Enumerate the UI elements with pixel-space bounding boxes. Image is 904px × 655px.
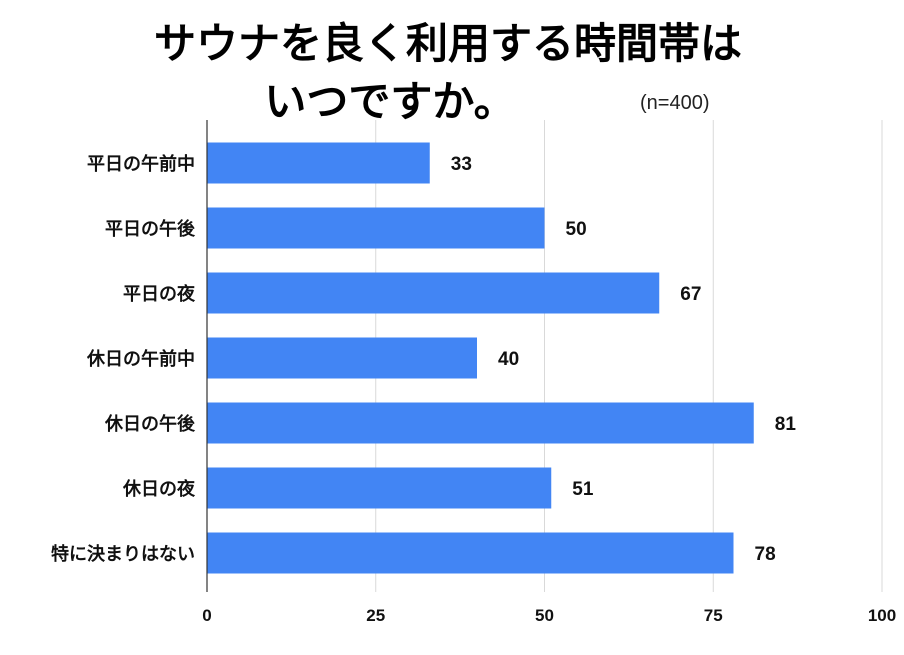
data-label-6: 78: [755, 544, 776, 565]
x-tick-label-75: 75: [704, 606, 723, 625]
data-label-5: 51: [572, 479, 594, 500]
category-label-5: 休日の夜: [122, 478, 196, 500]
bar-5: [207, 467, 552, 509]
data-label-1: 50: [566, 219, 587, 240]
bar-6: [207, 532, 734, 574]
category-label-4: 休日の午後: [104, 413, 196, 435]
bar-3: [207, 337, 477, 379]
x-tick-label-100: 100: [868, 606, 896, 625]
category-label-2: 平日の夜: [123, 283, 196, 305]
chart-title-line-2: いつですか。: [264, 77, 516, 126]
bar-2: [207, 272, 660, 314]
category-label-1: 平日の午後: [105, 218, 196, 240]
data-label-2: 67: [680, 284, 701, 305]
category-label-3: 休日の午前中: [86, 348, 195, 370]
x-tick-label-0: 0: [202, 606, 211, 625]
sample-size-note: (n=400): [640, 92, 710, 114]
bar-0: [207, 142, 430, 184]
x-tick-label-25: 25: [366, 606, 385, 625]
data-label-0: 33: [451, 154, 472, 175]
bar-1: [207, 207, 545, 249]
chart-title-line-1: サウナを良く利用する時間帯は: [153, 19, 742, 68]
category-label-6: 特に決まりはない: [51, 543, 195, 565]
bar-4: [207, 402, 754, 444]
data-label-3: 40: [498, 349, 519, 370]
x-tick-label-50: 50: [535, 606, 554, 625]
data-label-4: 81: [775, 414, 797, 435]
category-label-0: 平日の午前中: [87, 153, 195, 175]
